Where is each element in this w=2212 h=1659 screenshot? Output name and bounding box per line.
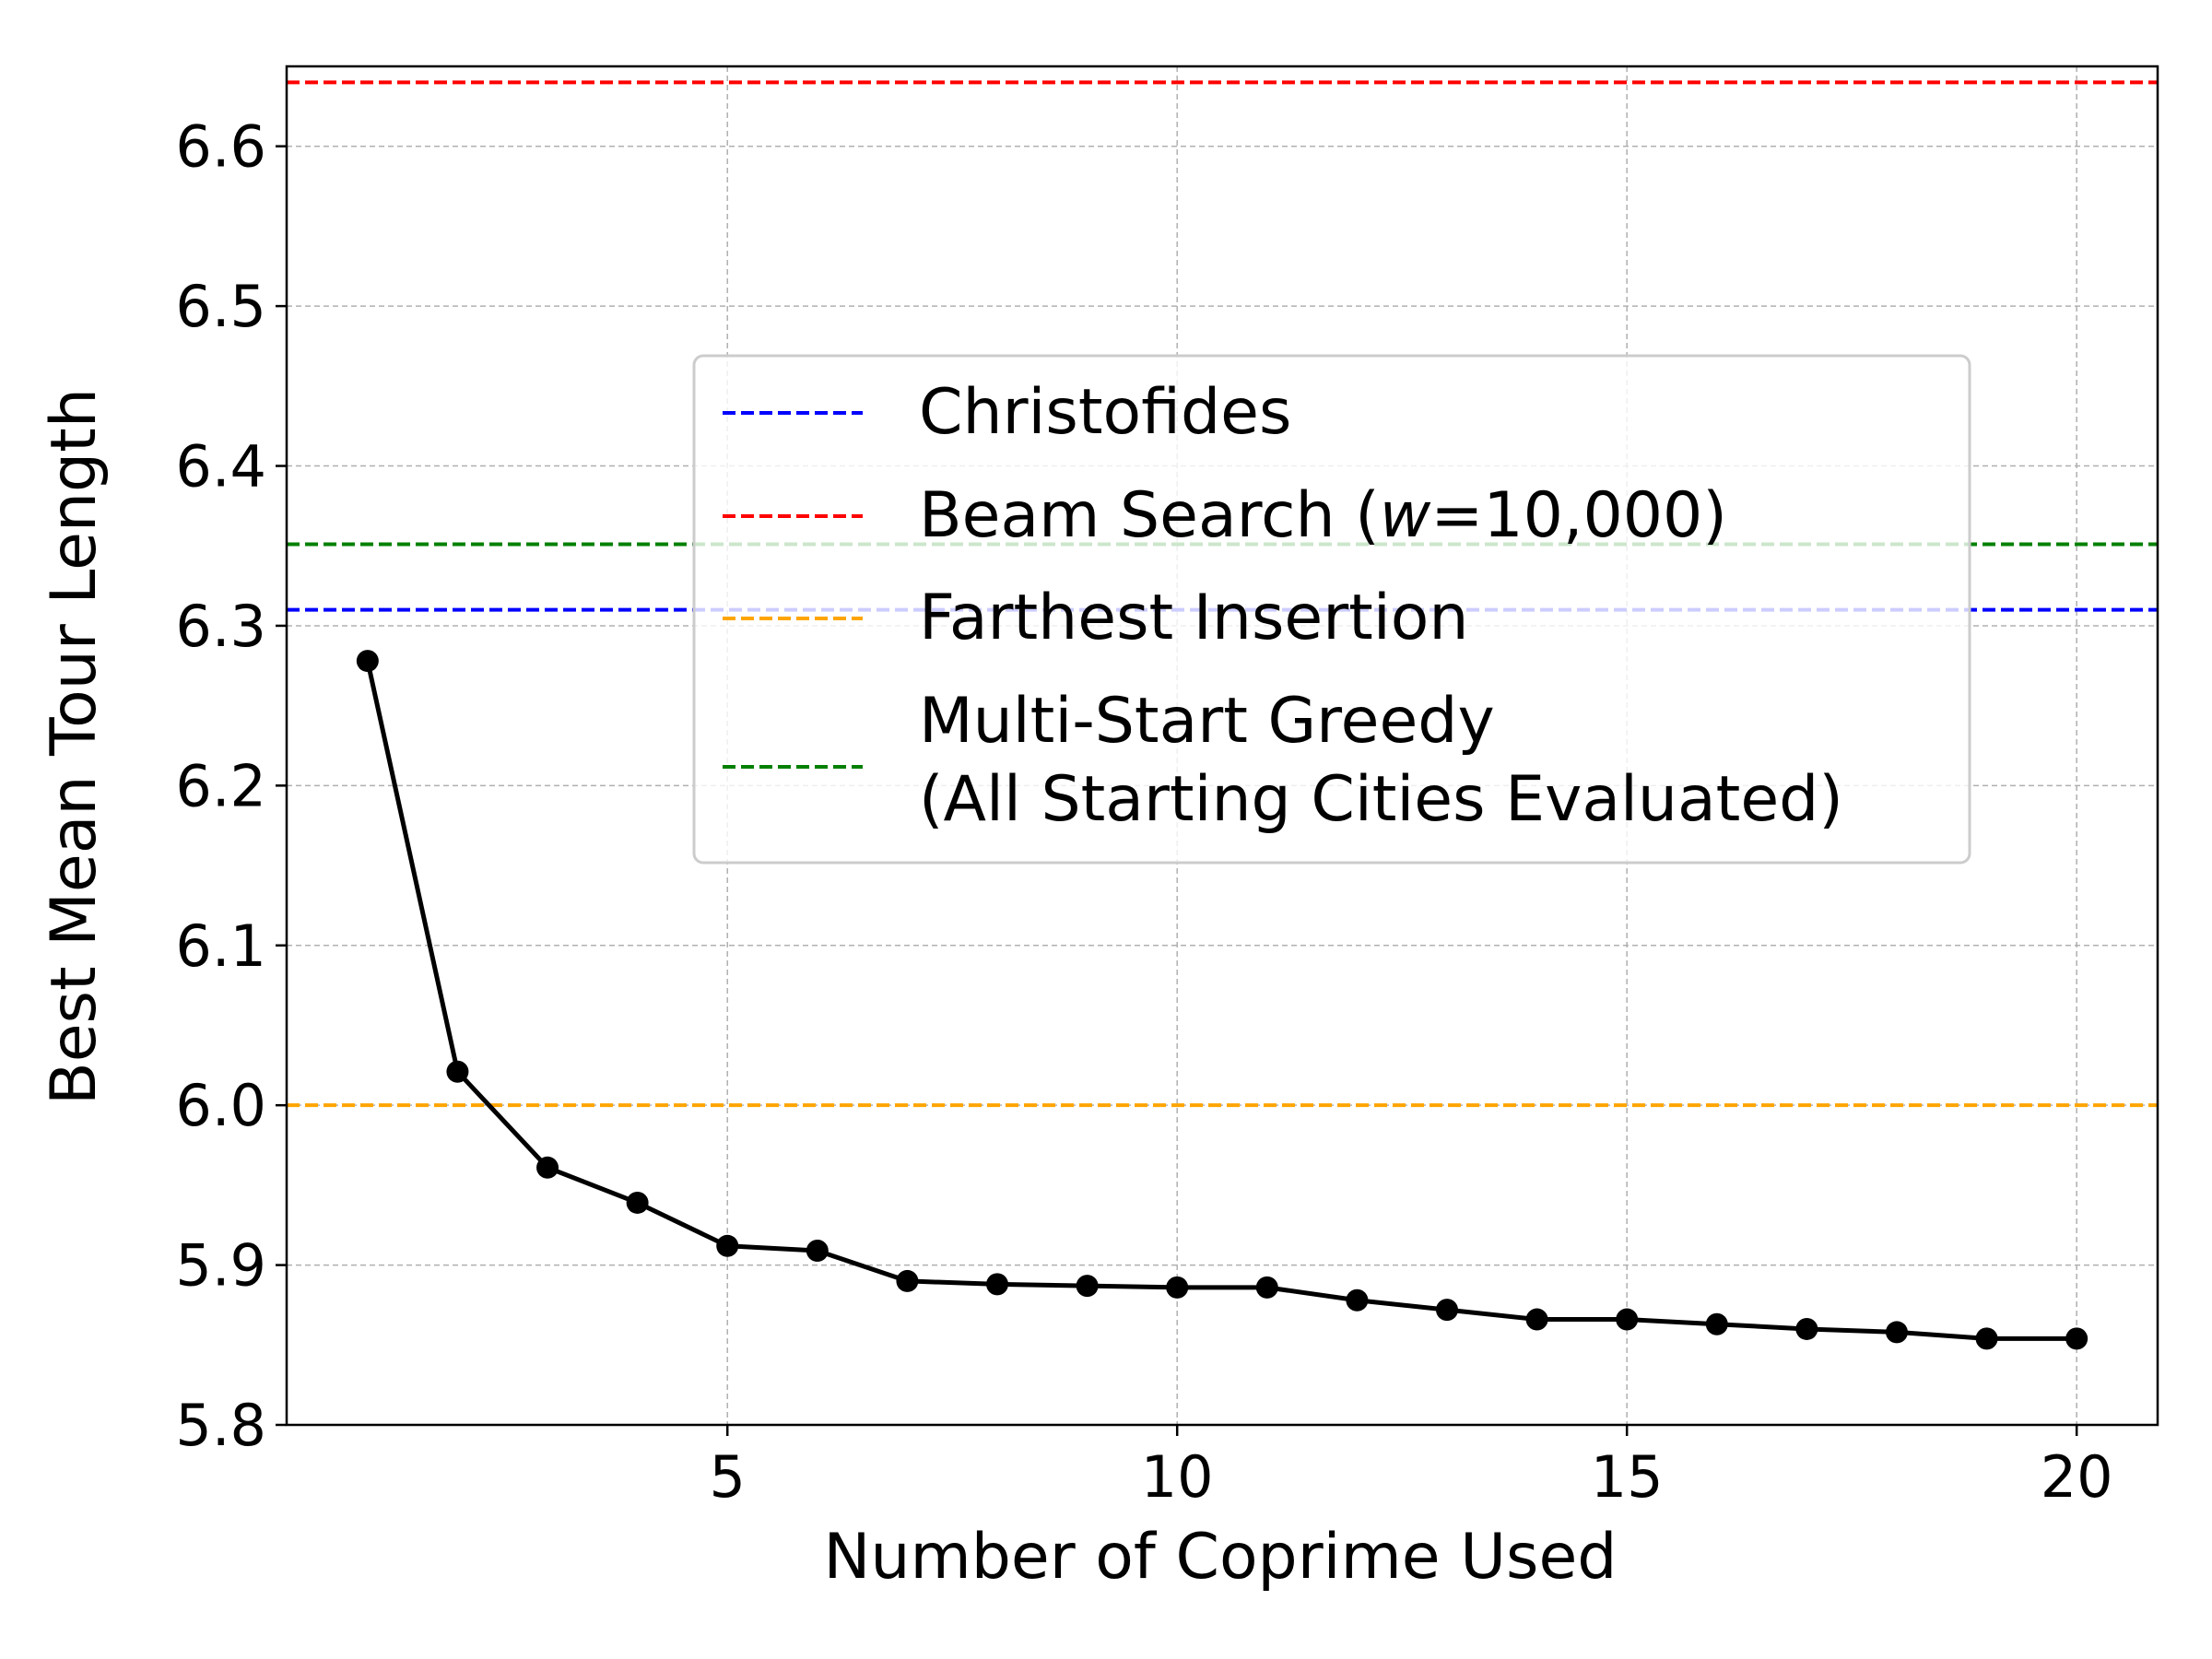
y-tick-label: 6.3 [175,593,266,660]
data-point [806,1239,829,1262]
data-point [1346,1288,1369,1312]
data-point [446,1060,469,1083]
x-tick-label: 15 [1591,1443,1664,1511]
y-tick-label: 6.0 [175,1072,266,1139]
data-point [1435,1299,1458,1322]
legend-frame [692,354,1971,865]
y-tick-label: 6.6 [175,113,266,181]
legend-label-christofides: Christofides [919,376,1291,449]
legend-label-multi-start-greedy-line2: (All Starting Cities Evaluated) [919,763,1843,836]
data-point [1975,1327,1998,1350]
legend-label-multi-start-greedy-line1: Multi-Start Greedy [919,685,1495,758]
y-tick-label: 6.5 [175,273,266,340]
data-point [536,1156,559,1179]
legend-label-beam-search-italic: w [1380,479,1431,552]
y-tick-label: 6.1 [175,912,266,980]
y-tick-label: 5.8 [175,1392,266,1459]
data-point [1705,1312,1728,1335]
data-point [986,1273,1009,1296]
legend-label-beam-search-prefix: Beam Search ( [919,479,1380,552]
y-tick-label: 6.4 [175,433,266,500]
data-point [1616,1308,1639,1331]
data-point [626,1191,649,1214]
data-point [2065,1327,2088,1350]
series-layer [356,650,2088,1350]
data-point [896,1269,919,1292]
data-point [1076,1275,1099,1298]
legend: Christofides Beam Search (w=10,000) Fart… [692,354,1971,865]
legend-label-beam-search-suffix: =10,000) [1430,479,1726,552]
data-point [1795,1317,1818,1340]
legend-label-farthest-insertion: Farthest Insertion [919,582,1468,654]
series-line [365,660,2077,1341]
data-point [1525,1308,1548,1331]
x-axis-ticks: 5 10 15 20 [709,1425,2113,1511]
x-axis-label: Number of Coprime Used [824,1521,1618,1594]
y-axis-ticks: 5.8 5.9 6.0 6.1 6.2 6.3 6.4 6.5 6.6 [175,113,287,1459]
y-tick-label: 6.2 [175,752,266,819]
x-tick-label: 20 [2041,1443,2113,1511]
x-tick-label: 10 [1141,1443,1214,1511]
data-point [716,1234,739,1257]
y-tick-label: 5.9 [175,1232,266,1300]
y-axis-label: Best Mean Tour Length [38,388,111,1105]
data-point [1166,1276,1189,1299]
data-point [1255,1276,1278,1299]
data-point [356,650,379,673]
data-point [1885,1321,1908,1344]
legend-label-beam-search: Beam Search (w=10,000) [919,479,1727,552]
plot-frame [285,65,2159,1427]
x-tick-label: 5 [709,1443,745,1511]
